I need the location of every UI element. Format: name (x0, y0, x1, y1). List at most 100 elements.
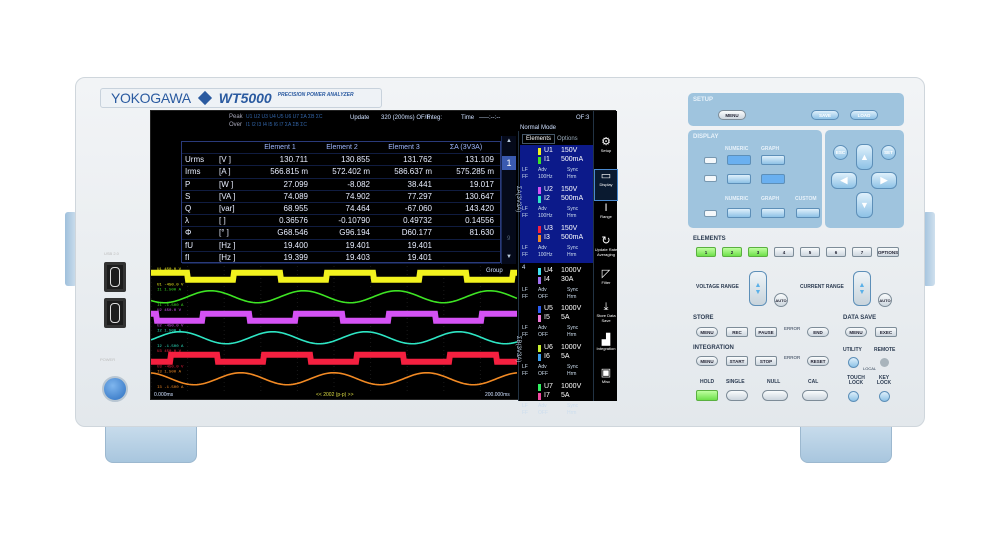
current-range-updown[interactable]: ▲ ▼ (853, 271, 871, 306)
element-7[interactable]: U7 1000V I7 5A LF Adv Sync FF OFF Hrm (519, 381, 594, 421)
menu-integration[interactable]: ▟ Integration (594, 334, 618, 366)
integration-start-button[interactable]: START (726, 356, 748, 366)
table-row: Irms [A ] 566.815 m 572.402 m 586.637 m 575.2… (182, 166, 500, 179)
update-label: Update (350, 115, 370, 121)
scroll-down-icon[interactable]: ▼ (506, 254, 512, 260)
voltage-auto-button[interactable]: AUTO (774, 293, 788, 307)
waveform-display[interactable]: U1 450.0 V U1 -450.0 VI1 1.500 A I1 -1.500… (151, 266, 517, 391)
group-a-box[interactable] (520, 145, 594, 263)
utility-button[interactable] (848, 357, 859, 368)
left-arrow-button[interactable]: ◀ (831, 172, 857, 189)
element-hrm: Hrm (567, 174, 577, 180)
display-screen[interactable]: Peak U1 U2 U3 U4 U5 U6 U7 ΣA ΣB ΣC Over … (150, 110, 618, 416)
table-cell: λ (185, 216, 189, 226)
table-row: Urms [V ] 130.711 130.855 131.762 131.109 (182, 154, 500, 167)
table-cell: 130.855 (341, 155, 370, 165)
graph-label: GRAPH (761, 146, 780, 152)
usb-port-2[interactable] (104, 298, 126, 328)
filter-icon: ◸ (601, 268, 611, 280)
integration-menu-button[interactable]: MENU (696, 356, 718, 366)
tab-elements[interactable]: Elements (522, 134, 556, 144)
element-button-6[interactable]: 6 (826, 247, 846, 257)
element-button-1[interactable]: 1 (696, 247, 716, 257)
element-hrm: Hrm (567, 371, 577, 377)
element-button-5[interactable]: 5 (800, 247, 820, 257)
hold-button[interactable] (696, 390, 718, 401)
element-ff: FF (522, 174, 529, 180)
numeric-button-2[interactable] (727, 174, 751, 184)
page-indicator[interactable]: 1 (502, 156, 516, 170)
numeric-button-1[interactable] (727, 155, 751, 165)
menu-misc[interactable]: ▣ Misc (594, 367, 618, 399)
usb-port-1[interactable] (104, 262, 126, 292)
element-6[interactable]: U6 1000V I6 5A LF Adv Sync FF OFF Hrm (519, 342, 594, 382)
set-button[interactable]: SET (881, 145, 896, 160)
model-subtitle: PRECISION POWER ANALYZER (277, 92, 354, 98)
graph-button-1[interactable] (761, 155, 785, 165)
scroll-up-icon[interactable]: ▲ (506, 138, 512, 144)
page-scroller[interactable]: ▲ 1 9 ▼ (501, 136, 516, 264)
integration-stop-button[interactable]: STOP (755, 356, 777, 366)
data-save-exec-button[interactable]: EXEC (875, 327, 897, 337)
element-ffv: 100Hz (538, 213, 553, 219)
element-1[interactable]: U1 150V I1 500mA LF Adv Sync FF 100Hz Hrm (519, 145, 594, 185)
element-ur: 1000V (561, 305, 582, 312)
single-button[interactable] (726, 390, 748, 401)
down-arrow-button[interactable]: ▼ (856, 192, 873, 218)
element-button-7[interactable]: 7 (852, 247, 872, 257)
element-3[interactable]: U3 150V I3 500mA LF Adv Sync FF 100Hz Hrm (519, 223, 594, 263)
element-ffv: OFF (538, 371, 548, 377)
channel-bottom-label: U3 -450.0 V (157, 366, 184, 370)
cal-button[interactable] (802, 390, 828, 401)
element-button-4[interactable]: 4 (774, 247, 794, 257)
element-u: U1 (544, 147, 553, 154)
element-ir: 5A (561, 314, 570, 321)
right-arrow-button[interactable]: ▶ (871, 172, 897, 189)
menu-update-rate-averaging[interactable]: ↻ Update Rate Averaging (594, 235, 618, 267)
menu-display[interactable]: ▭ Display (594, 169, 618, 201)
esc-button[interactable]: ESC (833, 145, 848, 160)
up-arrow-button[interactable]: ▲ (856, 144, 873, 170)
element-4[interactable]: U4 1000V I4 30A LF Adv Sync FF OFF Hrm (519, 265, 594, 305)
element-u: U2 (544, 186, 553, 193)
save-button[interactable]: SAVE (811, 110, 839, 120)
display-section: DISPLAY NUMERIC GRAPH NUMERIC GRAPH CUST… (688, 130, 822, 228)
table-row: λ [ ] 0.36576 -0.10790 0.49732 0.14556 (182, 215, 500, 228)
element-i: I5 (544, 314, 550, 321)
tab-options[interactable]: Options (557, 136, 578, 142)
current-auto-button[interactable]: AUTO (878, 293, 892, 307)
null-button[interactable] (762, 390, 788, 401)
element-button-2[interactable]: 2 (722, 247, 742, 257)
custom-button[interactable] (796, 208, 820, 218)
setup-menu-button[interactable]: MENU (718, 110, 746, 120)
integration-reset-button[interactable]: RESET (807, 356, 829, 366)
element-sync: Sync (567, 364, 579, 370)
remote-label: REMOTE (874, 347, 896, 353)
menu-store-data-save[interactable]: ⤓ Store Data Save (594, 301, 618, 333)
load-button[interactable]: LOAD (850, 110, 878, 120)
element-lf: LF (522, 206, 528, 212)
element-u: U6 (544, 344, 553, 351)
rec-button[interactable]: REC (726, 327, 748, 337)
voltage-range-updown[interactable]: ▲ ▼ (749, 271, 767, 306)
store-end-button[interactable]: END (807, 327, 829, 337)
element-lf: LF (522, 245, 528, 251)
graph-full-button[interactable] (761, 208, 785, 218)
element-5[interactable]: U5 1000V I5 5A LF Adv Sync FF OFF Hrm (519, 303, 594, 343)
options-button[interactable]: OPTIONS (877, 247, 899, 257)
pause-button[interactable]: PAUSE (755, 327, 777, 337)
element-2[interactable]: U2 150V I2 500mA LF Adv Sync FF 100Hz Hrm (519, 184, 594, 224)
data-save-menu-button[interactable]: MENU (845, 327, 867, 337)
element-button-3[interactable]: 3 (748, 247, 768, 257)
key-lock-button[interactable] (879, 391, 890, 402)
table-cell: 19.400 (283, 240, 308, 250)
menu-setup[interactable]: ⚙ Setup (594, 136, 618, 168)
numeric-full-button[interactable] (727, 208, 751, 218)
menu-filter[interactable]: ◸ Filter (594, 268, 618, 300)
power-button[interactable] (102, 376, 128, 402)
touch-lock-button[interactable] (848, 391, 859, 402)
menu-range[interactable]: I Range (594, 202, 618, 234)
store-menu-button[interactable]: MENU (696, 327, 718, 337)
graph-button-2[interactable] (761, 174, 785, 184)
element-i: I4 (544, 276, 550, 283)
